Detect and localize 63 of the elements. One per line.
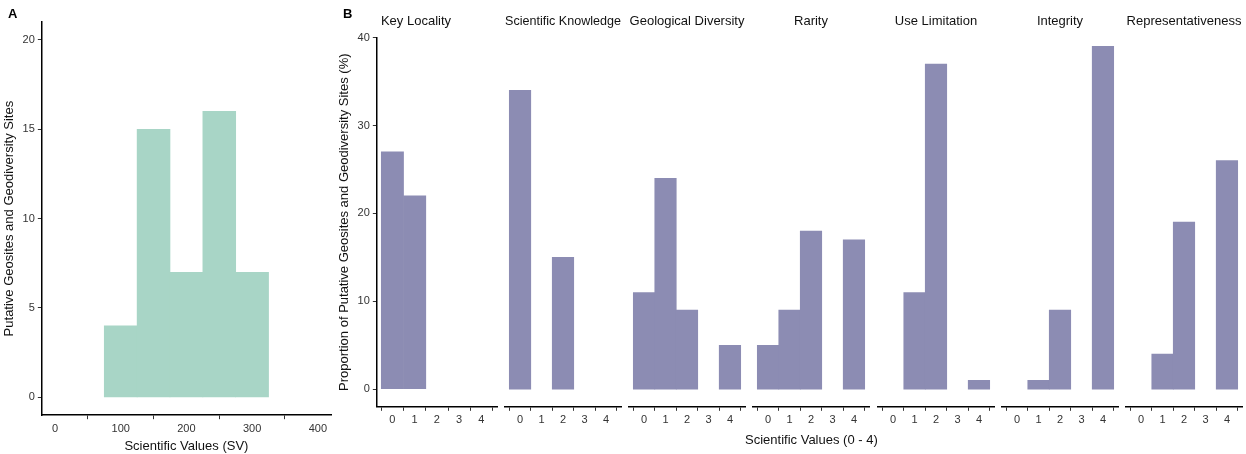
x-tick-label: 400 [308,421,328,434]
x-tick-label: 0 [641,413,648,426]
x-tick-label: 0 [889,413,896,426]
y-tick-label: 20 [357,206,370,219]
chart-title: Rarity [794,13,829,29]
x-tick-label: 3 [456,413,463,426]
x-tick-label: 1 [786,413,793,426]
x-tick-label: 3 [705,413,712,426]
x-tick-label: 2 [1180,413,1188,426]
x-tick-label: 100 [111,421,130,434]
y-tick-label: 30 [357,118,370,131]
x-tick-label: 1 [1035,413,1042,426]
x-tick-label: 1 [538,413,545,426]
x-tick-label: 1 [662,413,669,426]
x-tick-label: 2 [932,413,939,426]
y-axis-title: Putative Geosites and Geodiversity Sites [1,100,17,337]
x-tick-label: 4 [1223,413,1231,426]
x-axis-title: Scientific Values (SV) [124,437,249,453]
chart-title: Scientific Knowledge [505,13,621,29]
y-tick-label: 40 [357,30,370,43]
y-tick-label: 10 [357,294,370,307]
y-tick-label: 0 [28,390,35,403]
x-tick-label: 300 [242,421,262,434]
x-tick-label: 4 [727,413,734,426]
chart-title: Geological Diversity [629,13,746,29]
y-tick-label: 10 [22,211,35,224]
x-tick-label: 3 [829,413,836,426]
x-tick-label: 2 [1056,413,1063,426]
x-tick-label: 3 [581,413,588,426]
x-tick-label: 4 [851,413,858,426]
x-axis-title: Scientific Values (0 - 4) [745,432,878,447]
x-tick-label: 1 [411,413,418,426]
y-tick-label: 15 [22,122,35,135]
x-tick-label: 2 [433,413,440,426]
x-tick-label: 3 [1078,413,1085,426]
x-tick-label: 200 [177,421,196,434]
x-tick-label: 0 [1137,413,1145,426]
chart-title: Representativeness [1126,13,1242,29]
text: B [343,6,353,22]
y-tick-label: 20 [22,32,35,45]
x-tick-label: 2 [808,413,815,426]
x-tick-label: 0 [389,413,396,426]
y-axis-title: Proportion of Putative Geosites and Geodiversity Sites (%) [336,53,352,391]
x-tick-label: 0 [51,421,59,434]
x-tick-label: 4 [1099,413,1106,426]
x-tick-label: 3 [954,413,961,426]
chart-title: Use Limitation [894,13,977,29]
x-tick-label: 4 [602,413,610,426]
x-tick-label: 0 [765,413,772,426]
chart-title: Integrity [1036,13,1084,29]
x-tick-label: 0 [1013,413,1020,426]
x-tick-label: 2 [559,413,567,426]
x-tick-label: 3 [1202,413,1209,426]
x-tick-label: 1 [1159,413,1166,426]
text: A [8,6,18,22]
x-tick-label: 2 [684,413,691,426]
x-tick-label: 0 [516,413,524,426]
chart-title: Key Locality [380,13,452,29]
x-tick-label: 4 [478,413,485,426]
x-tick-label: 4 [975,413,982,426]
y-tick-label: 0 [363,382,370,395]
x-tick-label: 1 [911,413,918,426]
y-tick-label: 5 [28,300,35,313]
